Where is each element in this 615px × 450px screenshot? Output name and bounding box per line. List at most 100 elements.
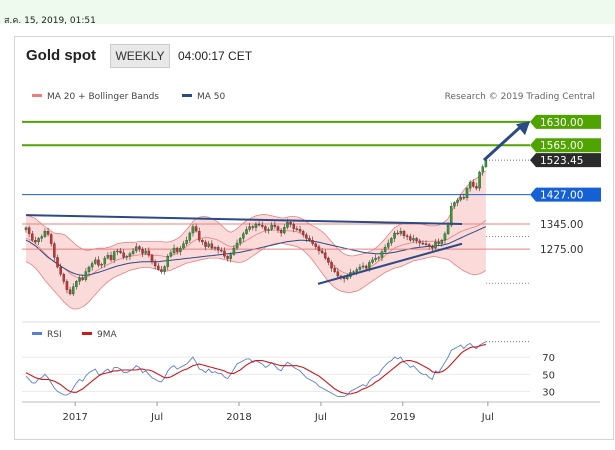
candle-body bbox=[49, 234, 53, 244]
candles bbox=[24, 157, 488, 297]
candle-body bbox=[201, 240, 204, 243]
price-tag-bg-target bbox=[530, 138, 601, 153]
candle-body bbox=[65, 281, 69, 290]
bollinger-legend-label: MA 20 + Bollinger Bands bbox=[47, 92, 159, 102]
candle-body bbox=[292, 224, 295, 229]
candle-body bbox=[147, 250, 151, 256]
candle-body bbox=[314, 243, 318, 247]
candle-body bbox=[238, 238, 242, 244]
candle-body bbox=[97, 259, 100, 266]
candle-body bbox=[34, 240, 37, 243]
candle-body bbox=[257, 223, 261, 226]
candle-body bbox=[273, 224, 277, 227]
frequency-selector[interactable]: WEEKLY bbox=[110, 44, 170, 68]
candle-body bbox=[396, 232, 399, 235]
rsi-legend-label: RSI bbox=[47, 330, 62, 340]
candle-body bbox=[119, 250, 122, 253]
candle-body bbox=[169, 252, 173, 257]
price-label-target: 1565.00 bbox=[540, 140, 583, 152]
rsi-tick-label: 30 bbox=[542, 387, 555, 398]
candle-body bbox=[371, 259, 374, 263]
candle-body bbox=[235, 242, 239, 249]
candle-body bbox=[138, 246, 141, 250]
candle-body bbox=[431, 246, 434, 249]
forecast-arrowhead bbox=[516, 121, 530, 136]
candle-body bbox=[125, 256, 129, 258]
candle-body bbox=[72, 286, 75, 295]
candle-body bbox=[443, 233, 447, 241]
candle-body bbox=[320, 250, 324, 253]
candle-body bbox=[462, 197, 466, 199]
rsi-tick-label: 70 bbox=[542, 353, 555, 364]
candle-body bbox=[53, 243, 56, 258]
candle-body bbox=[160, 269, 163, 272]
candle-body bbox=[182, 243, 185, 249]
candle-body bbox=[437, 241, 440, 244]
candle-body bbox=[166, 256, 169, 267]
candle-body bbox=[311, 240, 314, 244]
candle-body bbox=[27, 227, 31, 234]
candle-body bbox=[242, 233, 245, 239]
candle-body bbox=[81, 277, 84, 280]
candle-body bbox=[323, 252, 327, 259]
candle-body bbox=[144, 250, 147, 254]
candle-body bbox=[31, 233, 34, 241]
ma20-line bbox=[25, 220, 487, 279]
bollinger-legend-swatch bbox=[32, 94, 42, 97]
rsi-legend-swatch bbox=[32, 332, 42, 335]
candle-body bbox=[412, 238, 415, 241]
candle-body bbox=[358, 266, 362, 270]
candle-body bbox=[405, 235, 409, 238]
candle-body bbox=[440, 240, 444, 244]
price-levels bbox=[22, 120, 530, 284]
candle-body bbox=[264, 226, 267, 231]
candle-body bbox=[213, 247, 217, 249]
candle-body bbox=[399, 231, 403, 234]
candle-body bbox=[157, 265, 160, 270]
candle-body bbox=[220, 250, 223, 252]
bollinger-fill bbox=[26, 170, 486, 309]
candle-body bbox=[424, 243, 428, 245]
price-label-pivot: 1427.00 bbox=[540, 190, 583, 202]
candle-body bbox=[229, 254, 232, 259]
candle-body bbox=[475, 186, 478, 189]
candle-body bbox=[390, 238, 393, 244]
time-tick-label: 2019 bbox=[390, 412, 415, 423]
rsi-ma-legend-swatch bbox=[82, 332, 92, 335]
candle-body bbox=[68, 289, 72, 295]
candle-body bbox=[383, 247, 387, 252]
time-tick-label: Jul bbox=[314, 412, 327, 423]
candle-body bbox=[427, 244, 431, 247]
candle-body bbox=[336, 271, 340, 277]
ma50-legend-label: MA 50 bbox=[197, 92, 226, 102]
candle-body bbox=[276, 226, 280, 231]
candle-body bbox=[298, 229, 302, 232]
bollinger-lower-line bbox=[25, 242, 487, 310]
support-trend-line bbox=[317, 242, 463, 285]
time-axis: 2017 Jul 2018 Jul 2019 Jul bbox=[62, 402, 494, 423]
candle-body bbox=[43, 231, 47, 237]
candle-body bbox=[134, 246, 138, 252]
candle-body bbox=[153, 261, 157, 267]
candle-body bbox=[421, 242, 425, 245]
candle-body bbox=[481, 166, 484, 173]
candle-body bbox=[254, 223, 258, 228]
price-label-support: 1275.00 bbox=[540, 244, 583, 256]
candle-body bbox=[84, 271, 88, 280]
price-label-support: 1345.00 bbox=[540, 219, 583, 231]
forecast-arrow-shaft bbox=[482, 124, 524, 162]
candle-body bbox=[245, 229, 248, 234]
candle-body bbox=[223, 250, 226, 257]
candle-body bbox=[194, 226, 198, 232]
credit-label: Research © 2019 Trading Central bbox=[445, 92, 595, 102]
instrument-title: Gold spot bbox=[26, 47, 96, 64]
candle-body bbox=[393, 232, 396, 239]
timestamp-bar: ส.ค. 15, 2019, 01:51 bbox=[0, 0, 615, 26]
candle-body bbox=[207, 243, 210, 247]
candle-body bbox=[24, 227, 28, 230]
candle-body bbox=[484, 160, 488, 167]
candle-body bbox=[472, 181, 475, 187]
candle-body bbox=[415, 238, 418, 242]
price-tag-bg-current bbox=[530, 153, 601, 168]
candle-body bbox=[116, 250, 119, 253]
